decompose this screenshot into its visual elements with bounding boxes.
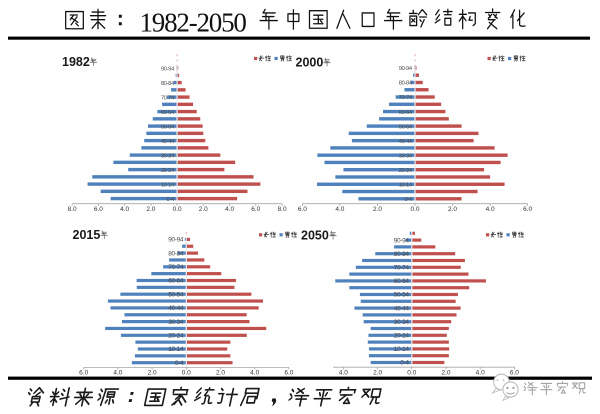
svg-text:8.0: 8.0 — [278, 206, 287, 213]
svg-text:90-94: 90-94 — [161, 66, 175, 72]
svg-text:30-34: 30-34 — [394, 319, 410, 326]
svg-text:80-84: 80-84 — [399, 81, 413, 87]
svg-text:30-34: 30-34 — [168, 319, 184, 326]
svg-text:6.0: 6.0 — [94, 206, 103, 213]
svg-text:60-64: 60-64 — [161, 110, 175, 116]
svg-text:0-4: 0-4 — [175, 360, 184, 367]
svg-text:4.0: 4.0 — [113, 370, 122, 377]
svg-text:80-84: 80-84 — [161, 81, 175, 87]
svg-text:2000: 2000 — [296, 56, 324, 70]
svg-text:0-4: 0-4 — [404, 197, 412, 203]
svg-text:90-94: 90-94 — [168, 237, 184, 244]
svg-text:0-4: 0-4 — [167, 197, 175, 203]
svg-text:70-74: 70-74 — [399, 95, 413, 101]
svg-text:6.0: 6.0 — [79, 370, 88, 377]
svg-text:50-54: 50-54 — [394, 292, 410, 299]
svg-text:2.0: 2.0 — [373, 206, 382, 213]
svg-text:60-64: 60-64 — [399, 110, 413, 116]
svg-text:6.0: 6.0 — [523, 206, 532, 213]
svg-text:1982: 1982 — [62, 55, 90, 69]
svg-text:2.0: 2.0 — [448, 206, 457, 213]
svg-text:50-54: 50-54 — [399, 124, 413, 130]
svg-text:4.0: 4.0 — [250, 370, 259, 377]
svg-text:0.0: 0.0 — [410, 206, 419, 213]
svg-text:6.0: 6.0 — [510, 370, 519, 377]
svg-text:0.0: 0.0 — [173, 206, 182, 213]
svg-text:2.0: 2.0 — [216, 370, 225, 377]
svg-text:4.0: 4.0 — [339, 370, 348, 377]
svg-text:60-64: 60-64 — [168, 278, 184, 285]
svg-text:30-34: 30-34 — [399, 153, 413, 159]
svg-text:40-44: 40-44 — [161, 139, 175, 145]
svg-text:2050: 2050 — [301, 229, 329, 243]
svg-text:80-84: 80-84 — [168, 250, 184, 257]
svg-text:6.0: 6.0 — [284, 370, 293, 377]
svg-text:20-24: 20-24 — [168, 333, 184, 340]
svg-text:2.0: 2.0 — [148, 370, 157, 377]
svg-text:40-44: 40-44 — [168, 305, 184, 312]
svg-text:40-44: 40-44 — [394, 305, 410, 312]
svg-text:20-24: 20-24 — [394, 333, 410, 340]
svg-text:10-14: 10-14 — [399, 182, 413, 188]
svg-text:40-44: 40-44 — [399, 139, 413, 145]
svg-text:50-54: 50-54 — [168, 291, 184, 298]
svg-text:90-94: 90-94 — [394, 237, 410, 244]
svg-text:70-74: 70-74 — [394, 265, 410, 272]
svg-text:2.0: 2.0 — [199, 206, 208, 213]
svg-text:0.0: 0.0 — [182, 370, 191, 377]
svg-text:20-24: 20-24 — [161, 168, 175, 174]
svg-text:80-84: 80-84 — [394, 251, 410, 258]
svg-text:50-54: 50-54 — [161, 124, 175, 130]
svg-text:4.0: 4.0 — [225, 206, 234, 213]
svg-text:4.0: 4.0 — [486, 206, 495, 213]
svg-text:90-94: 90-94 — [399, 66, 413, 72]
svg-text:70-74: 70-74 — [168, 264, 184, 271]
svg-text:30-34: 30-34 — [161, 153, 175, 159]
svg-text:10-14: 10-14 — [394, 346, 410, 353]
svg-text:0-4: 0-4 — [400, 360, 409, 367]
svg-text:70-74: 70-74 — [161, 95, 175, 101]
svg-text:4.0: 4.0 — [476, 370, 485, 377]
svg-text:0.0: 0.0 — [407, 370, 416, 377]
svg-text:4.0: 4.0 — [335, 206, 344, 213]
svg-text:6.0: 6.0 — [251, 206, 260, 213]
svg-text:20-24: 20-24 — [399, 168, 413, 174]
svg-text:2015: 2015 — [73, 228, 101, 242]
svg-text:2.0: 2.0 — [146, 206, 155, 213]
svg-text:8.0: 8.0 — [68, 206, 77, 213]
svg-text:60-64: 60-64 — [394, 278, 410, 285]
svg-text:2.0: 2.0 — [373, 370, 382, 377]
svg-text:6.0: 6.0 — [298, 206, 307, 213]
svg-text:10-14: 10-14 — [161, 182, 175, 188]
svg-text:10-14: 10-14 — [168, 346, 184, 353]
svg-text:4.0: 4.0 — [120, 206, 129, 213]
svg-text:2.0: 2.0 — [441, 370, 450, 377]
svg-text:1982-2050: 1982-2050 — [140, 8, 247, 38]
